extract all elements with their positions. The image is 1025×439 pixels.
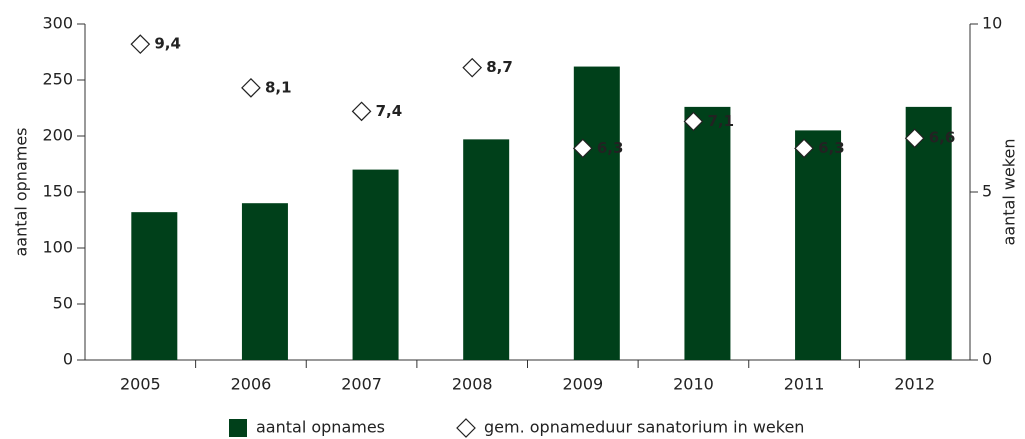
y-axis-label: aantal opnames xyxy=(12,127,31,256)
y-tick-label: 100 xyxy=(42,238,73,257)
bar xyxy=(241,203,288,360)
x-tick-label: 2012 xyxy=(894,375,935,394)
x-tick-label: 2005 xyxy=(120,375,161,394)
marker xyxy=(351,101,372,122)
bar xyxy=(463,139,510,360)
x-tick-label: 2008 xyxy=(452,375,493,394)
y-tick-label: 250 xyxy=(42,70,73,89)
x-tick-label: 2009 xyxy=(562,375,603,394)
y2-tick-label: 5 xyxy=(982,182,992,201)
marker xyxy=(130,34,151,55)
x-tick-label: 2007 xyxy=(341,375,382,394)
y-tick-label: 50 xyxy=(53,294,73,313)
value-label: 8,7 xyxy=(486,58,513,76)
marker xyxy=(572,138,593,159)
legend-label: aantal opnames xyxy=(256,418,385,437)
bar xyxy=(131,212,178,360)
marker xyxy=(904,128,925,149)
y-tick-label: 150 xyxy=(42,182,73,201)
bar xyxy=(795,130,842,360)
marker xyxy=(794,138,814,159)
y2-tick-label: 0 xyxy=(982,350,992,369)
x-tick-label: 2006 xyxy=(231,375,272,394)
legend-swatch xyxy=(229,419,247,437)
value-label: 7,1 xyxy=(707,112,734,130)
bar xyxy=(352,169,399,360)
value-label: 6,3 xyxy=(597,139,624,157)
x-tick-label: 2011 xyxy=(784,375,825,394)
bar xyxy=(573,66,620,360)
marker xyxy=(462,57,483,78)
value-label: 7,4 xyxy=(376,102,403,120)
bar xyxy=(684,106,731,360)
y-tick-label: 200 xyxy=(42,126,73,145)
legend-marker xyxy=(456,418,476,438)
value-label: 8,1 xyxy=(265,78,292,96)
marker xyxy=(683,111,704,132)
y2-axis-label: aantal weken xyxy=(1000,139,1019,246)
marker xyxy=(241,77,261,98)
bar xyxy=(905,106,952,360)
value-label: 6,3 xyxy=(818,139,845,157)
value-label: 6,6 xyxy=(929,129,956,147)
y2-tick-label: 10 xyxy=(982,14,1002,33)
value-label: 9,4 xyxy=(154,35,181,53)
x-tick-label: 2010 xyxy=(673,375,714,394)
y-tick-label: 300 xyxy=(42,14,73,33)
legend-label: gem. opnameduur sanatorium in weken xyxy=(484,418,804,437)
y-tick-label: 0 xyxy=(63,350,73,369)
